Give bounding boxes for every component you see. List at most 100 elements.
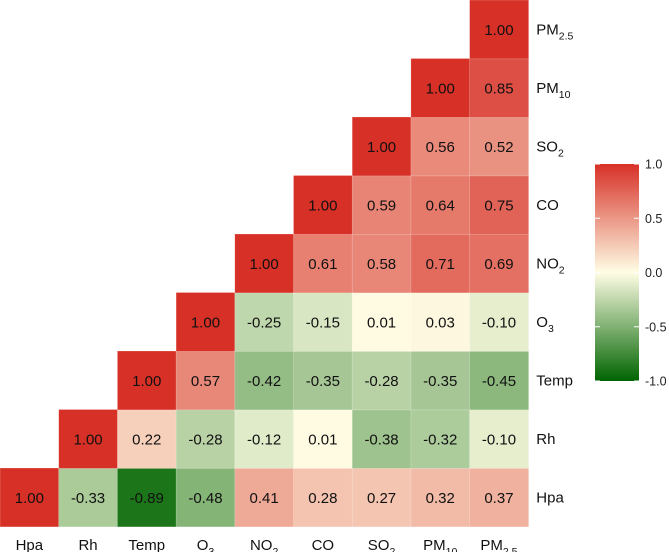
cell-value-label: 1.00 — [250, 256, 279, 273]
cell-value-label: 0.32 — [426, 490, 455, 507]
heatmap-cell: 1.00 — [410, 58, 471, 118]
cell-rect — [469, 292, 530, 352]
x-axis-label: SO2 — [368, 537, 396, 552]
cell-value-label: 0.69 — [484, 256, 513, 273]
cell-value-label: -0.28 — [364, 373, 398, 390]
heatmap-cell: 0.01 — [351, 292, 412, 352]
legend-tick-label: 1.0 — [645, 158, 662, 172]
heatmap-cell: -0.45 — [469, 350, 530, 411]
cell-rect — [0, 467, 60, 528]
y-axis-label: Hpa — [536, 489, 564, 506]
cell-value-label: -0.15 — [306, 314, 340, 331]
heatmap-cell: 0.41 — [234, 467, 295, 528]
heatmap-cell: -0.42 — [234, 350, 295, 411]
cell-value-label: -0.48 — [188, 490, 222, 507]
cell-value-label: -0.42 — [247, 373, 281, 390]
cell-rect — [351, 292, 412, 352]
heatmap-cell: 1.00 — [293, 175, 353, 235]
x-axis-label: CO — [312, 537, 335, 552]
cell-value-label: 0.27 — [367, 490, 396, 507]
x-axis-label: PM2.5 — [480, 537, 517, 552]
heatmap-cell: -0.28 — [351, 350, 412, 411]
cell-value-label: -0.28 — [188, 431, 222, 448]
cell-value-label: 1.00 — [191, 314, 220, 331]
cell-value-label: 0.57 — [191, 373, 220, 390]
x-axis-labels: Hpa Rh Temp O3 NO2 CO SO2 PM10 PM2.5 — [16, 537, 518, 552]
cell-value-label: 0.56 — [426, 139, 455, 156]
cell-rect — [351, 233, 412, 294]
cell-value-label: 0.64 — [426, 197, 455, 214]
heatmap-cell: 1.00 — [58, 409, 119, 469]
cell-value-label: -0.12 — [247, 431, 281, 448]
cell-rect — [410, 467, 471, 528]
cell-rect — [117, 350, 177, 411]
cell-value-label: 1.00 — [426, 80, 455, 97]
heatmap-cell: -0.33 — [58, 467, 119, 528]
x-axis-label: Hpa — [16, 537, 44, 552]
heatmap-cell: -0.35 — [410, 350, 471, 411]
heatmap-cell: -0.89 — [117, 467, 177, 528]
cell-value-label: -0.89 — [130, 490, 164, 507]
y-axis-label: PM10 — [536, 80, 570, 101]
x-axis-label: Rh — [78, 537, 97, 552]
x-axis-label: Temp — [128, 537, 165, 552]
cell-rect — [234, 233, 295, 294]
legend-tick-label: -1.0 — [645, 375, 667, 389]
cell-value-label: 1.00 — [308, 197, 337, 214]
heatmap-cell: 0.28 — [293, 467, 353, 528]
cell-value-label: -0.38 — [364, 431, 398, 448]
x-axis-label: PM10 — [423, 537, 457, 552]
y-axis-label: PM2.5 — [536, 21, 573, 42]
cell-rect — [234, 292, 295, 352]
cell-rect — [469, 467, 530, 528]
color-legend: 1.0 0.5 0.0 -0.5 -1.0 — [595, 158, 667, 389]
heatmap-cell: -0.38 — [351, 409, 412, 469]
heatmap-cell: -0.25 — [234, 292, 295, 352]
cell-value-label: 0.22 — [132, 431, 161, 448]
cell-rect — [469, 350, 530, 411]
heatmap-cell: 0.58 — [351, 233, 412, 294]
cell-value-label: 0.37 — [484, 490, 513, 507]
cell-value-label: -0.45 — [482, 373, 516, 390]
cell-value-label: 0.41 — [250, 490, 279, 507]
cell-value-label: 0.71 — [426, 256, 455, 273]
cell-rect — [469, 409, 530, 469]
cell-rect — [293, 233, 353, 294]
cell-rect — [175, 467, 236, 528]
heatmap-cell: 0.37 — [469, 467, 530, 528]
x-axis-label: NO2 — [250, 537, 279, 552]
cell-value-label: 0.59 — [367, 197, 396, 214]
heatmap-cell: -0.28 — [175, 409, 236, 469]
heatmap-cell: 0.85 — [469, 58, 530, 118]
heatmap-cell: 0.03 — [410, 292, 471, 352]
heatmap-cell: 0.61 — [293, 233, 353, 294]
cell-value-label: 0.01 — [367, 314, 396, 331]
cell-rect — [293, 409, 353, 469]
cell-value-label: -0.25 — [247, 314, 281, 331]
y-axis-labels: Hpa Rh Temp O3 NO2 CO SO2 PM10 PM2.5 — [536, 21, 573, 506]
cell-rect — [351, 116, 412, 177]
cell-rect — [351, 467, 412, 528]
y-axis-label: O3 — [536, 314, 554, 335]
legend-tick-label: -0.5 — [645, 320, 667, 334]
heatmap-cell: -0.15 — [293, 292, 353, 352]
cell-rect — [117, 409, 177, 469]
cell-value-label: 0.28 — [308, 490, 337, 507]
cell-value-label: 0.58 — [367, 256, 396, 273]
cell-rect — [469, 233, 530, 294]
heatmap-cell: -0.32 — [410, 409, 471, 469]
cell-value-label: 1.00 — [15, 490, 44, 507]
heatmap-cell: 0.22 — [117, 409, 177, 469]
cell-rect — [469, 175, 530, 235]
heatmap-cell: 0.32 — [410, 467, 471, 528]
heatmap-cell: 0.56 — [410, 116, 471, 177]
heatmap-cell: 0.75 — [469, 175, 530, 235]
heatmap-cell: 1.00 — [469, 0, 530, 60]
cell-value-label: -0.35 — [423, 373, 457, 390]
cell-value-label: -0.10 — [482, 431, 516, 448]
cell-value-label: -0.35 — [306, 373, 340, 390]
cell-value-label: 1.00 — [484, 22, 513, 39]
heatmap-cell: 0.57 — [175, 350, 236, 411]
cell-rect — [469, 116, 530, 177]
